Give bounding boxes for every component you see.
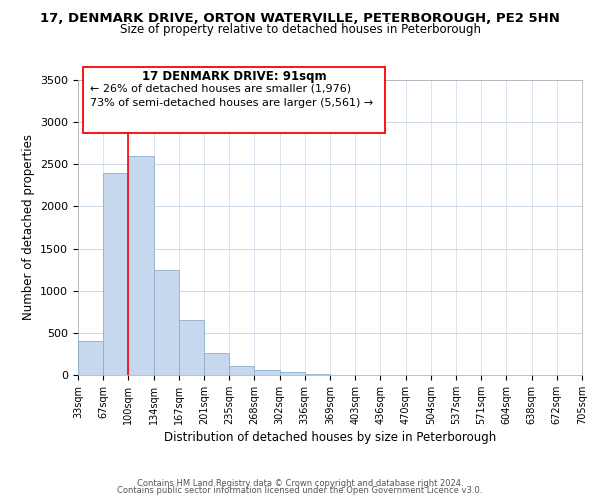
Text: 17 DENMARK DRIVE: 91sqm: 17 DENMARK DRIVE: 91sqm <box>142 70 326 83</box>
X-axis label: Distribution of detached houses by size in Peterborough: Distribution of detached houses by size … <box>164 431 496 444</box>
Bar <box>154 270 179 375</box>
Text: ← 26% of detached houses are smaller (1,976): ← 26% of detached houses are smaller (1,… <box>90 84 352 94</box>
Bar <box>204 353 229 375</box>
Bar <box>179 320 204 375</box>
Bar <box>305 374 330 375</box>
Bar <box>128 156 154 375</box>
Text: Contains HM Land Registry data © Crown copyright and database right 2024.: Contains HM Land Registry data © Crown c… <box>137 478 463 488</box>
Y-axis label: Number of detached properties: Number of detached properties <box>22 134 35 320</box>
Text: 73% of semi-detached houses are larger (5,561) →: 73% of semi-detached houses are larger (… <box>90 98 373 108</box>
Text: Contains public sector information licensed under the Open Government Licence v3: Contains public sector information licen… <box>118 486 482 495</box>
Text: Size of property relative to detached houses in Peterborough: Size of property relative to detached ho… <box>119 22 481 36</box>
Bar <box>280 372 305 375</box>
Bar <box>78 342 103 375</box>
Bar <box>103 172 128 375</box>
Bar <box>229 366 254 375</box>
Bar <box>254 370 280 375</box>
Text: 17, DENMARK DRIVE, ORTON WATERVILLE, PETERBOROUGH, PE2 5HN: 17, DENMARK DRIVE, ORTON WATERVILLE, PET… <box>40 12 560 26</box>
